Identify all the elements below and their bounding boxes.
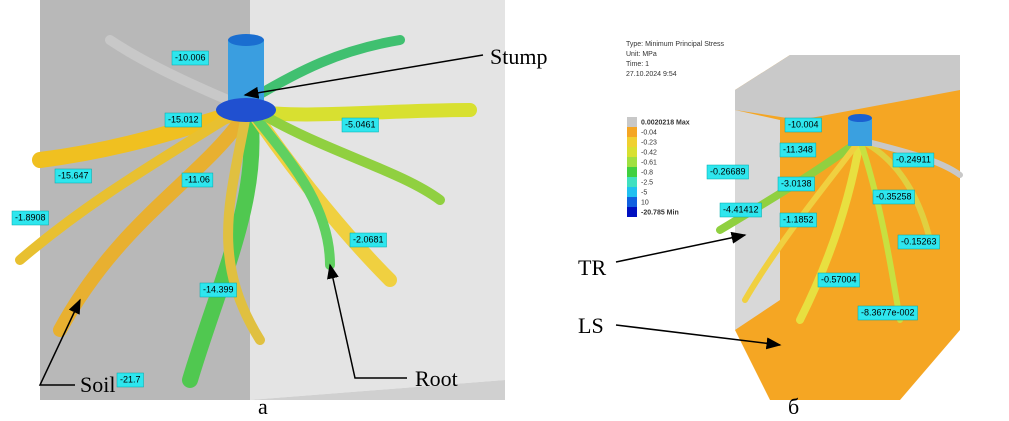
legend-label: 0.0020218 Max (641, 120, 690, 127)
info-date: 27.10.2024 9:54 (626, 71, 677, 78)
probe-label: -8.3677e-002 (861, 307, 915, 317)
probe-label: -0.24911 (896, 154, 931, 164)
probe-label: -0.35258 (876, 191, 912, 201)
probe-label: -3.0138 (781, 178, 812, 188)
legend-swatch (627, 137, 637, 147)
probe-label: -11.06 (185, 174, 210, 184)
legend-label: -5 (641, 190, 647, 197)
tr-label: TR (578, 255, 606, 280)
legend-swatch (627, 147, 637, 157)
legend-swatch (627, 127, 637, 137)
probe-label: -21.7 (120, 374, 141, 384)
probe-label: -14.399 (203, 284, 234, 294)
probe-label: -4.41412 (723, 204, 759, 214)
legend-swatch (627, 117, 637, 127)
probe-label: -10.004 (788, 119, 819, 129)
probe-label: -0.57004 (821, 274, 857, 284)
legend-label: -2.5 (641, 180, 653, 187)
legend-swatch (627, 157, 637, 167)
caption-b: б (788, 394, 799, 419)
info-type: Type: Minimum Principal Stress (626, 41, 725, 48)
legend-swatch (627, 187, 637, 197)
legend-swatch (627, 167, 637, 177)
probe-label: -1.8908 (15, 212, 46, 222)
legend-swatch (627, 197, 637, 207)
probe-label: -1.1852 (783, 214, 814, 224)
probe-label: -5.0461 (345, 119, 376, 129)
legend-swatch (627, 177, 637, 187)
info-time: Time: 1 (626, 61, 649, 68)
probe-label: -15.012 (168, 114, 199, 124)
probe-label: -15.647 (58, 170, 89, 180)
ls-label: LS (578, 313, 604, 338)
legend-label: -0.61 (641, 160, 657, 167)
legend-label: -0.42 (641, 150, 657, 157)
probe-label: -11.348 (783, 144, 813, 154)
probe-label: -10.006 (175, 52, 206, 62)
soil-label: Soil (80, 372, 115, 397)
panel-a-model (20, 0, 505, 400)
legend-label: -0.8 (641, 170, 653, 177)
panel-b-model (720, 55, 960, 400)
probe-label: -0.15263 (901, 236, 937, 246)
caption-a: а (258, 394, 268, 419)
legend-label: -0.04 (641, 130, 657, 137)
legend-label: -0.23 (641, 140, 657, 147)
probe-label: -2.0681 (353, 234, 384, 244)
legend-swatch (627, 207, 637, 217)
root-label: Root (415, 366, 458, 391)
info-unit: Unit: MPa (626, 51, 657, 58)
stump-label: Stump (490, 44, 547, 69)
legend-label: -20.785 Min (641, 210, 679, 217)
probe-label: -0.26689 (710, 166, 746, 176)
figure: Stump Soil Root а TR LS б Type: Minimum … (0, 0, 1009, 421)
legend-label: 10 (641, 200, 649, 207)
